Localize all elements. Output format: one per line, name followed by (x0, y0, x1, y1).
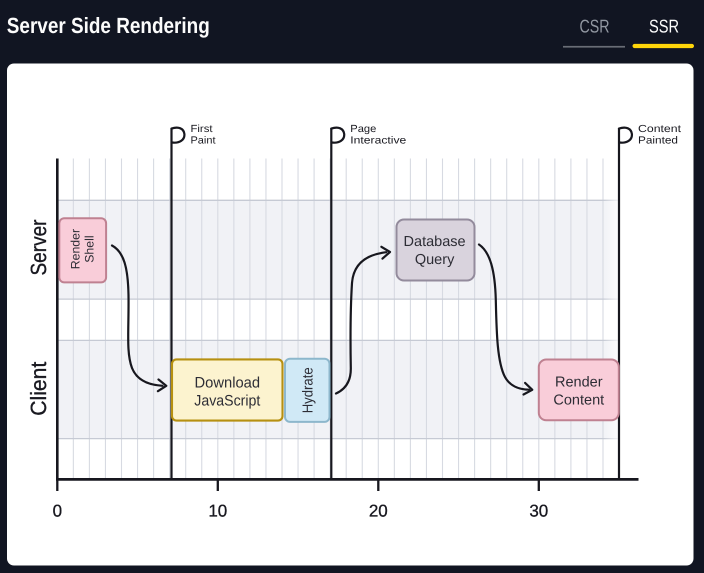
svg-text:Interactive: Interactive (350, 136, 406, 147)
svg-text:Content: Content (553, 393, 604, 409)
svg-text:0: 0 (53, 502, 62, 521)
svg-text:Hydrate: Hydrate (301, 367, 317, 413)
svg-text:Server: Server (26, 220, 51, 276)
svg-text:Painted: Painted (638, 136, 678, 147)
svg-text:Download: Download (195, 374, 261, 391)
svg-text:JavaScript: JavaScript (194, 392, 261, 409)
svg-text:10: 10 (208, 502, 227, 521)
svg-text:Database: Database (404, 234, 466, 250)
svg-text:CSR: CSR (580, 16, 610, 37)
svg-text:30: 30 (529, 502, 548, 521)
svg-text:Shell: Shell (82, 235, 96, 262)
svg-text:20: 20 (369, 502, 388, 521)
svg-text:Server Side Rendering: Server Side Rendering (7, 13, 210, 38)
svg-text:Render: Render (68, 229, 82, 269)
svg-text:First: First (191, 124, 213, 135)
svg-text:Client: Client (26, 362, 51, 416)
svg-text:Content: Content (638, 124, 681, 135)
svg-text:Query: Query (415, 252, 455, 268)
svg-text:Page: Page (350, 124, 376, 135)
svg-text:Paint: Paint (191, 136, 216, 147)
svg-text:SSR: SSR (649, 16, 679, 37)
svg-text:Render: Render (555, 375, 603, 391)
